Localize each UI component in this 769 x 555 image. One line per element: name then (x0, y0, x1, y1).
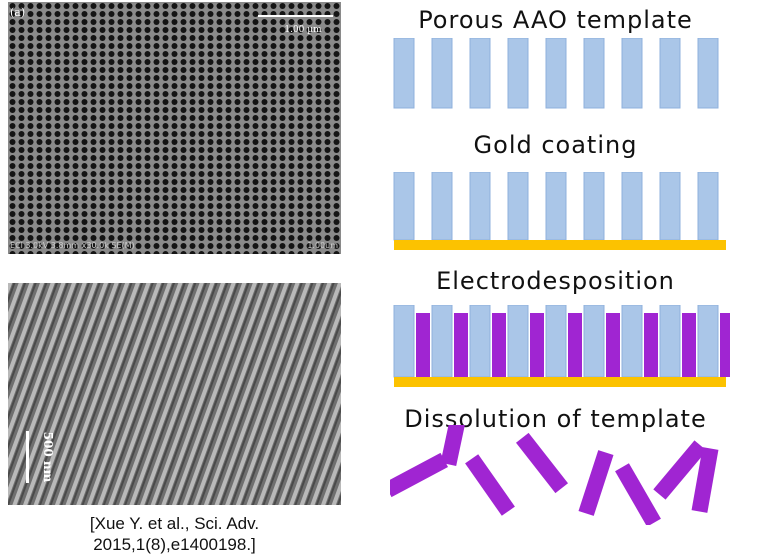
diagram-electrodeposition (393, 305, 730, 387)
nanowire-in-pore (454, 313, 468, 377)
released-nanowire (653, 440, 707, 500)
template-pillar (621, 305, 643, 378)
step-title-electrodeposition: Electrodesposition (436, 267, 675, 295)
template-pillar (697, 172, 719, 241)
released-nanowire (390, 452, 449, 498)
released-nanowire (465, 454, 515, 516)
step-title-gold: Gold coating (473, 131, 638, 159)
pore-pattern: (a) 1.00 µm ECl 3.0kV 3.8mm x30.0k SE(M)… (8, 2, 341, 254)
template-pillar (697, 38, 719, 109)
template-pillar (583, 305, 605, 378)
nanowire-in-pore (568, 313, 582, 377)
released-nanowire (440, 425, 470, 466)
template-pillar (431, 172, 453, 241)
template-pillar (659, 305, 681, 378)
template-pillar (621, 38, 643, 109)
template-pillar (507, 305, 529, 378)
released-nanowire (578, 450, 614, 516)
nanowire-in-pore (644, 313, 658, 377)
panel-label: (a) (10, 6, 25, 19)
step-title-template: Porous AAO template (418, 6, 693, 34)
template-pillar (431, 38, 453, 109)
template-pillar (507, 172, 529, 241)
citation: [Xue Y. et al., Sci. Adv. 2015,1(8),e140… (8, 513, 341, 555)
template-pillar (469, 172, 491, 241)
template-pillar (697, 305, 719, 378)
template-pillar (469, 38, 491, 109)
diagram-gold-coating (393, 172, 726, 250)
template-pillar (507, 38, 529, 109)
template-pillar (659, 38, 681, 109)
template-pillar (431, 305, 453, 378)
sem-footer-left: ECl 3.0kV 3.8mm x30.0k SE(M) (10, 241, 135, 250)
template-pillar (583, 38, 605, 109)
sem-image-nanowires: 500 nm (8, 283, 341, 505)
nanowire-texture: 500 nm (8, 283, 341, 505)
released-nanowire (691, 447, 719, 513)
template-pillar (583, 172, 605, 241)
template-pillar (659, 172, 681, 241)
released-nanowire (515, 432, 569, 494)
nanowire-in-pore (492, 313, 506, 377)
nanowire-in-pore (606, 313, 620, 377)
citation-line-2: 2015,1(8),e1400198.] (93, 535, 256, 554)
template-pillar (393, 172, 415, 241)
gold-layer (394, 377, 726, 387)
scale-label-bottom: 500 nm (41, 432, 55, 483)
released-nanowire (615, 463, 661, 525)
template-pillar (545, 38, 567, 109)
scale-label-top: 1.00 µm (284, 25, 322, 35)
template-pillar (545, 305, 567, 378)
nanowire-in-pore (720, 313, 730, 377)
template-pillar (621, 172, 643, 241)
nanowire-in-pore (530, 313, 544, 377)
diagram-dissolution (390, 425, 719, 525)
diagram-template (393, 38, 719, 109)
sem-footer-right: 1.00um (307, 241, 338, 250)
citation-line-1: [Xue Y. et al., Sci. Adv. (89, 514, 260, 533)
gold-layer (394, 240, 726, 250)
template-pillar (545, 172, 567, 241)
template-pillar (469, 305, 491, 378)
template-pillar (393, 305, 415, 378)
nanowire-in-pore (682, 313, 696, 377)
template-pillar (393, 38, 415, 109)
nanowire-in-pore (416, 313, 430, 377)
sem-image-aao-pores: (a) 1.00 µm ECl 3.0kV 3.8mm x30.0k SE(M)… (8, 2, 341, 254)
